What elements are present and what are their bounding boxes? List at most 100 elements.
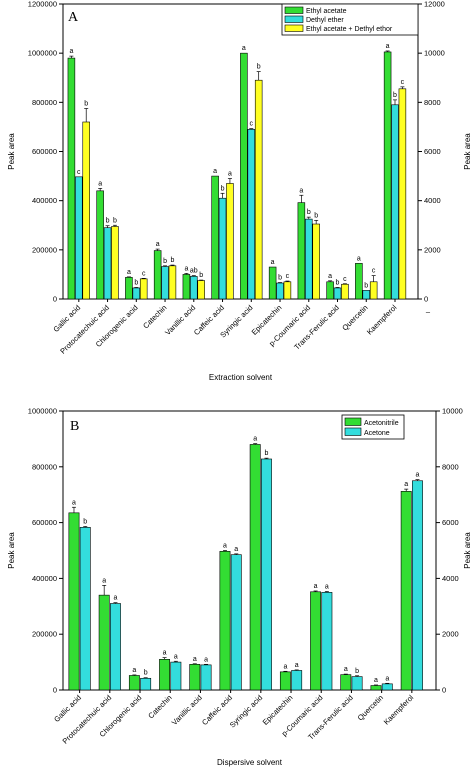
legend-box (281, 3, 419, 36)
significance-label: a (374, 677, 378, 684)
y-tick-label: 400000 (32, 574, 57, 583)
bar (98, 594, 110, 691)
legend-swatch (284, 24, 304, 32)
significance-label: a (223, 543, 227, 550)
significance-label: a (325, 584, 329, 591)
bar (103, 227, 112, 300)
legend: Ethyl acetate Dethyl ether Ethyl acetate +… (281, 3, 419, 36)
x-tick-label: Gallic acid (52, 693, 83, 724)
bar (398, 88, 407, 300)
legend-label: Acetonitrile (364, 420, 399, 427)
bar (268, 266, 277, 300)
y-right-tick-label: 6000 (424, 147, 441, 156)
y-right-tick-label: 4000 (424, 196, 441, 205)
bar (283, 281, 292, 300)
y-tick-label: 0 (53, 686, 57, 695)
significance-label: a (234, 546, 238, 553)
significance-label: a (299, 187, 303, 194)
bar (170, 661, 182, 691)
panel-label: B (70, 419, 79, 434)
bar (355, 263, 363, 300)
significance-label: b (307, 209, 311, 216)
bar (370, 685, 382, 691)
legend: Acetonitrile Acetone (341, 414, 405, 440)
x-tick-label: Quercetin (340, 303, 369, 332)
significance-label: a (416, 472, 420, 479)
y-tick-label: 400000 (32, 196, 57, 205)
legend-swatch (284, 6, 304, 14)
significance-label: a (193, 656, 197, 663)
significance-label: a (204, 656, 208, 663)
panel-label: A (68, 10, 79, 25)
bar (111, 226, 119, 300)
significance-label: a (283, 663, 287, 670)
bar (383, 51, 392, 300)
y-right-tick-label: 0 (442, 686, 446, 695)
significance-label: a (184, 265, 188, 272)
bar (226, 183, 234, 300)
bar (168, 265, 177, 300)
significance-label: b (163, 258, 167, 265)
significance-label: b (355, 668, 359, 675)
bar (312, 223, 320, 300)
bar (139, 278, 148, 300)
bar (190, 276, 198, 300)
y-right-tick-label: 4000 (442, 574, 459, 583)
y-tick-label: 200000 (32, 245, 57, 254)
x-tick-label: Kaempferol (365, 303, 399, 337)
y-right-tick-label: 12000 (424, 0, 445, 9)
y-tick-label: 600000 (32, 147, 57, 156)
bar (297, 202, 306, 300)
y-tick-label: 1000000 (28, 407, 57, 416)
bar (305, 218, 313, 300)
chart-panel-a: 0 200000 400000 600000 800000 1000000 1200000 0… (7, 0, 472, 382)
significance-label: a (127, 269, 131, 276)
bar (219, 551, 231, 691)
bar (321, 592, 333, 691)
significance-label: b (106, 218, 110, 225)
x-tick-label: Catechin (141, 303, 168, 330)
significance-label: a (174, 653, 178, 660)
y-right-tick-label: 10000 (442, 407, 463, 416)
y-right-tick-label: 10000 (424, 49, 445, 58)
significance-label: a (242, 45, 246, 52)
bar (369, 281, 378, 300)
significance-label: a (156, 241, 160, 248)
x-axis-label: Dispersive solvent (217, 758, 283, 767)
significance-label: a (386, 43, 390, 50)
significance-label: a (385, 675, 389, 682)
bar (128, 675, 140, 691)
significance-label: b (336, 279, 340, 286)
significance-label: a (404, 481, 408, 488)
y-tick-label: 200000 (32, 630, 57, 639)
bar (276, 282, 284, 300)
bar (125, 277, 133, 300)
y-axis-right-label: Peak area (463, 532, 472, 569)
significance-label: a (98, 180, 102, 187)
bar (247, 129, 256, 300)
y-right-tick-label: 8000 (424, 98, 441, 107)
significance-label: a (72, 499, 76, 506)
bar (351, 676, 363, 691)
bar (341, 283, 349, 300)
bar (197, 280, 205, 300)
y-tick-label: 0 (53, 295, 57, 304)
significance-label: b (393, 92, 397, 99)
significance-label: b (84, 100, 88, 107)
significance-label: a (163, 650, 167, 657)
significance-label: a (113, 595, 117, 602)
significance-label: b (199, 272, 203, 279)
x-tick-label: Kaempferol (382, 693, 416, 727)
significance-label: c (250, 121, 254, 128)
bar (200, 664, 212, 691)
chart-panel-b: 0 200000 400000 600000 800000 1000000 0 2000 400… (7, 407, 472, 767)
y-right-tick-label: 8000 (442, 462, 459, 471)
significance-label: b (314, 212, 318, 219)
significance-label: a (314, 583, 318, 590)
y-right-tick-label: 0 (424, 295, 428, 304)
x-tick-label: Quercetin (356, 693, 385, 722)
significance-label: b (364, 282, 368, 289)
y-axis-right-label: Peak area (463, 133, 472, 170)
bar (249, 444, 261, 691)
